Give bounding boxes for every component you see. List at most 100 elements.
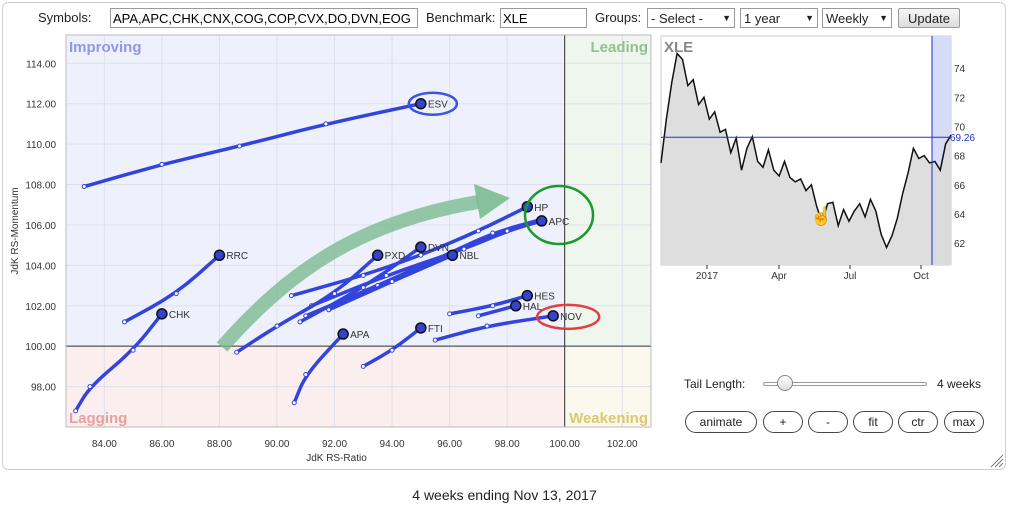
x-tick-label: 88.00 xyxy=(207,439,232,450)
animate-button[interactable]: animate xyxy=(685,411,757,433)
benchmark-input[interactable] xyxy=(500,8,587,28)
quadrant-label-improving: Improving xyxy=(69,39,142,56)
symbol-dot-dvn[interactable] xyxy=(415,241,427,253)
interval-select-value: Weekly xyxy=(826,10,869,26)
tail-nbl[interactable] xyxy=(327,253,455,312)
symbol-label-chk: CHK xyxy=(169,310,190,321)
symbol-dot-rrc[interactable] xyxy=(213,249,226,261)
max-button[interactable]: max xyxy=(944,411,984,433)
y-tick-label: 104.00 xyxy=(25,261,56,272)
center-button[interactable]: ctr xyxy=(898,411,938,433)
symbol-dot-nov[interactable] xyxy=(547,310,559,322)
tail-point-nov xyxy=(432,337,438,343)
highlight-ring-esv xyxy=(407,91,459,116)
tail-length-slider[interactable] xyxy=(763,382,927,386)
tail-length-label: Tail Length: xyxy=(684,377,746,391)
symbol-label-pxd: PXD xyxy=(385,251,406,262)
x-tick-label: 92.00 xyxy=(322,439,347,450)
resize-handle-icon[interactable] xyxy=(988,452,1004,468)
symbol-dot-nbl[interactable] xyxy=(446,249,459,261)
tail-point-rdc xyxy=(490,230,496,236)
y-tick-label: 106.00 xyxy=(25,221,56,232)
symbol-label-apc: APC xyxy=(549,217,570,228)
symbols-label: Symbols: xyxy=(38,10,92,25)
plot-border xyxy=(65,34,652,428)
symbol-dot-esv[interactable] xyxy=(415,97,427,110)
tail-esv[interactable] xyxy=(82,101,423,189)
highlight-ring-leaders xyxy=(523,184,595,246)
tail-length-slider-handle[interactable] xyxy=(777,375,793,391)
tail-point-hp xyxy=(360,272,366,278)
quadrant-label-leading: Leading xyxy=(590,39,648,56)
rrg-chart[interactable]: Improving Leading Lagging Weakening ESV RRC C… xyxy=(0,0,1009,470)
symbols-input[interactable] xyxy=(110,8,418,28)
x-tick-label: 96.00 xyxy=(437,439,462,450)
tail-point-dvn xyxy=(297,319,303,325)
zoom-in-button[interactable]: + xyxy=(763,411,803,433)
tail-point-pxd xyxy=(234,349,240,355)
tail-point-apa xyxy=(303,371,309,377)
symbol-dot-hes[interactable] xyxy=(521,289,534,302)
symbol-dot-apc[interactable] xyxy=(535,215,548,227)
dropdown-arrow-icon: ▼ xyxy=(805,13,814,23)
fit-button[interactable]: fit xyxy=(853,411,893,433)
tail-point-hp xyxy=(288,293,294,299)
y-tick-label: 112.00 xyxy=(26,100,56,111)
update-button[interactable]: Update xyxy=(898,8,960,28)
tail-point-esv xyxy=(323,121,329,127)
tail-point-esv xyxy=(81,184,87,190)
tail-point-apa xyxy=(291,400,297,406)
tail-pxd[interactable] xyxy=(234,253,380,354)
tail-chk[interactable] xyxy=(73,312,164,413)
tail-point-pxd xyxy=(332,291,338,297)
tail-point-hes xyxy=(447,311,453,317)
tail-point-hal xyxy=(475,313,481,319)
symbol-dot-fti[interactable] xyxy=(415,322,427,334)
quadrant-label-lagging: Lagging xyxy=(69,410,127,427)
y-tick-label: 102.00 xyxy=(25,302,56,313)
x-tick-label: 86.00 xyxy=(149,439,174,450)
symbol-dot-hal[interactable] xyxy=(510,300,522,312)
symbol-label-hes: HES xyxy=(534,292,555,303)
tail-point-esv xyxy=(159,161,165,167)
symbol-label-rrc: RRC xyxy=(226,251,248,262)
tail-point-hp xyxy=(475,228,481,234)
x-tick-label: 100.00 xyxy=(549,439,580,450)
dropdown-arrow-icon: ▼ xyxy=(722,13,731,23)
tail-dvn[interactable] xyxy=(298,245,423,324)
y-axis-label: JdK RS-Momentum xyxy=(10,187,21,274)
tail-length-value: 4 weeks xyxy=(937,377,982,391)
highlight-ring-nov xyxy=(535,303,601,331)
tail-rrc[interactable] xyxy=(122,253,222,324)
y-tick-label: 110.00 xyxy=(26,140,56,151)
tail-point-hp xyxy=(418,252,424,258)
benchmark-label: Benchmark: xyxy=(426,10,496,25)
x-tick-label: 94.00 xyxy=(380,439,405,450)
groups-select[interactable]: - Select - ▼ xyxy=(647,8,735,28)
y-tick-label: 100.00 xyxy=(25,342,56,353)
interval-select[interactable]: Weekly ▼ xyxy=(822,8,892,28)
symbol-dot-pxd[interactable] xyxy=(371,249,384,261)
groups-label: Groups: xyxy=(595,10,642,25)
quadrant-label-weakening: Weakening xyxy=(569,410,648,427)
tail-point-chk xyxy=(73,408,79,414)
symbol-dot-chk[interactable] xyxy=(156,308,168,320)
tail-apc[interactable] xyxy=(309,219,544,308)
tail-point-nbl xyxy=(389,279,395,285)
caption: 4 weeks ending Nov 13, 2017 xyxy=(412,487,597,503)
period-select[interactable]: 1 year ▼ xyxy=(740,8,818,28)
symbol-label-hal: HAL xyxy=(523,302,543,313)
tail-point-nbl xyxy=(326,307,332,313)
symbol-dot-apa[interactable] xyxy=(337,328,349,340)
tail-point-chk xyxy=(87,384,93,390)
zoom-out-button[interactable]: - xyxy=(808,411,848,433)
tail-nov[interactable] xyxy=(433,314,555,342)
symbol-label-nbl: NBL xyxy=(459,251,479,262)
tail-point-apc xyxy=(504,228,510,234)
x-tick-label: 84.00 xyxy=(92,439,117,450)
tail-point-apc xyxy=(461,246,467,252)
tail-point-hes xyxy=(490,303,496,309)
period-select-value: 1 year xyxy=(744,10,781,26)
x-tick-label: 98.00 xyxy=(495,439,520,450)
x-axis-label: JdK RS-Ratio xyxy=(306,453,367,464)
